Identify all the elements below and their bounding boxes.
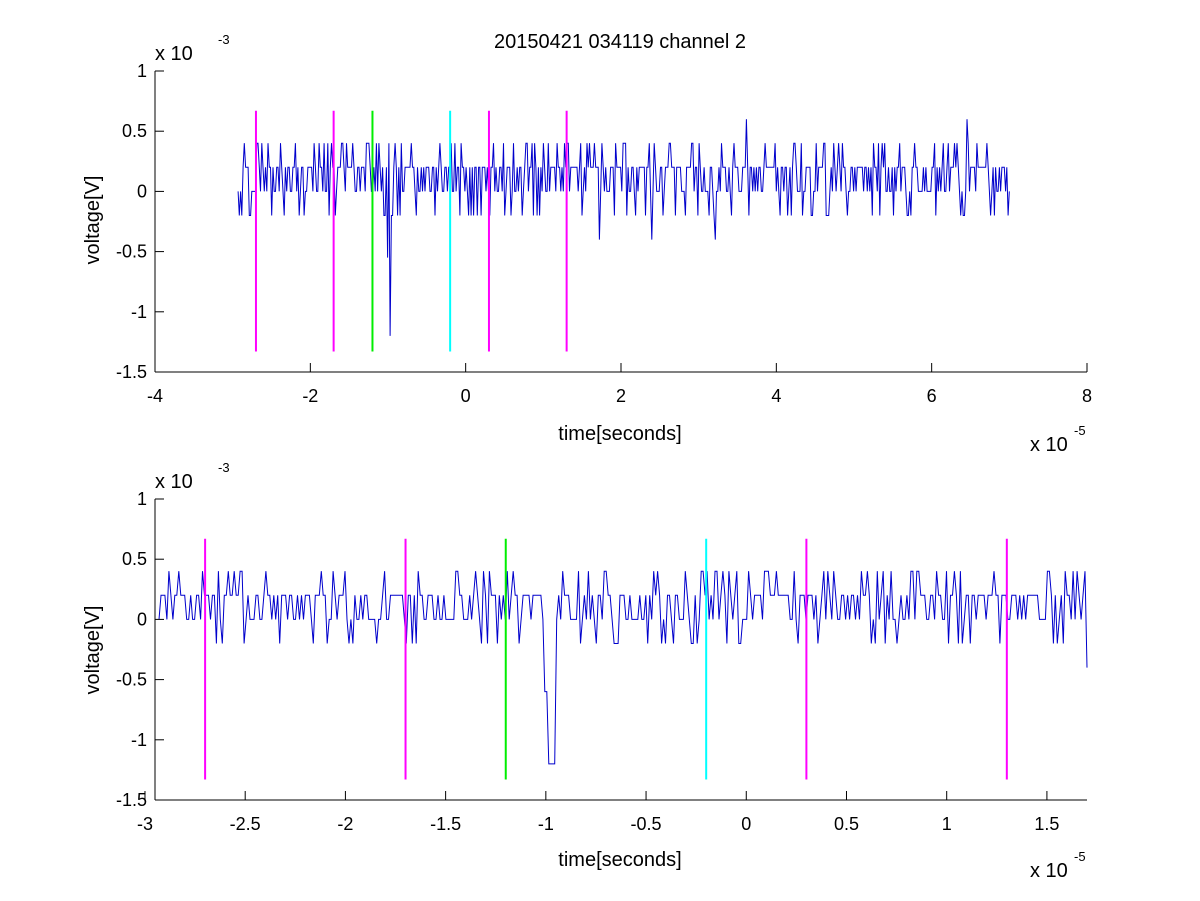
y-tick-label: 0 bbox=[137, 609, 147, 629]
top-x-multiplier: x 10 bbox=[1030, 434, 1068, 456]
x-tick-label: -4 bbox=[147, 386, 163, 406]
bottom-y-multiplier: x 10 bbox=[155, 471, 193, 493]
signal-series-line bbox=[237, 119, 1010, 336]
top-y-exponent: -3 bbox=[218, 32, 230, 47]
top-y-axis-label: voltage[V] bbox=[82, 176, 104, 265]
x-tick-label: 1.5 bbox=[1034, 814, 1059, 834]
y-tick-label: -0.5 bbox=[116, 670, 147, 690]
y-tick-label: -1 bbox=[131, 730, 147, 750]
x-tick-label: -2.5 bbox=[230, 814, 261, 834]
x-tick-label: 0 bbox=[461, 386, 471, 406]
x-tick-label: 0.5 bbox=[834, 814, 859, 834]
bottom-x-axis-label: time[seconds] bbox=[558, 849, 681, 871]
top-y-multiplier: x 10 bbox=[155, 43, 193, 65]
x-tick-label: -2 bbox=[337, 814, 353, 834]
x-tick-label: 0 bbox=[741, 814, 751, 834]
y-tick-label: -1.5 bbox=[116, 362, 147, 382]
bottom-x-exponent: -5 bbox=[1074, 849, 1086, 864]
top-plot: x 10 -3 x 10 -5 time[seconds] voltage[V]… bbox=[82, 32, 1092, 456]
bottom-y-axis-label: voltage[V] bbox=[82, 606, 104, 695]
bottom-y-exponent: -3 bbox=[218, 460, 230, 475]
y-tick-label: 1 bbox=[137, 61, 147, 81]
y-tick-label: 0.5 bbox=[122, 549, 147, 569]
x-tick-label: 1 bbox=[942, 814, 952, 834]
x-tick-label: -2 bbox=[302, 386, 318, 406]
y-tick-label: 0.5 bbox=[122, 121, 147, 141]
x-tick-label: 8 bbox=[1082, 386, 1092, 406]
top-x-exponent: -5 bbox=[1074, 423, 1086, 438]
y-tick-label: -1.5 bbox=[116, 790, 147, 810]
x-tick-label: 6 bbox=[927, 386, 937, 406]
top-x-axis-label: time[seconds] bbox=[558, 423, 681, 445]
x-tick-label: -0.5 bbox=[631, 814, 662, 834]
x-tick-label: -1.5 bbox=[430, 814, 461, 834]
y-tick-label: 1 bbox=[137, 489, 147, 509]
signal-series-line bbox=[158, 570, 1088, 765]
y-tick-label: -1 bbox=[131, 302, 147, 322]
y-tick-label: -0.5 bbox=[116, 242, 147, 262]
x-tick-label: -1 bbox=[538, 814, 554, 834]
x-tick-label: 2 bbox=[616, 386, 626, 406]
bottom-plot: x 10 -3 x 10 -5 time[seconds] voltage[V]… bbox=[82, 460, 1088, 882]
y-tick-label: 0 bbox=[137, 181, 147, 201]
figure-title: 20150421 034119 channel 2 bbox=[494, 31, 746, 53]
bottom-x-multiplier: x 10 bbox=[1030, 860, 1068, 882]
x-tick-label: 4 bbox=[771, 386, 781, 406]
x-tick-label: -3 bbox=[137, 814, 153, 834]
